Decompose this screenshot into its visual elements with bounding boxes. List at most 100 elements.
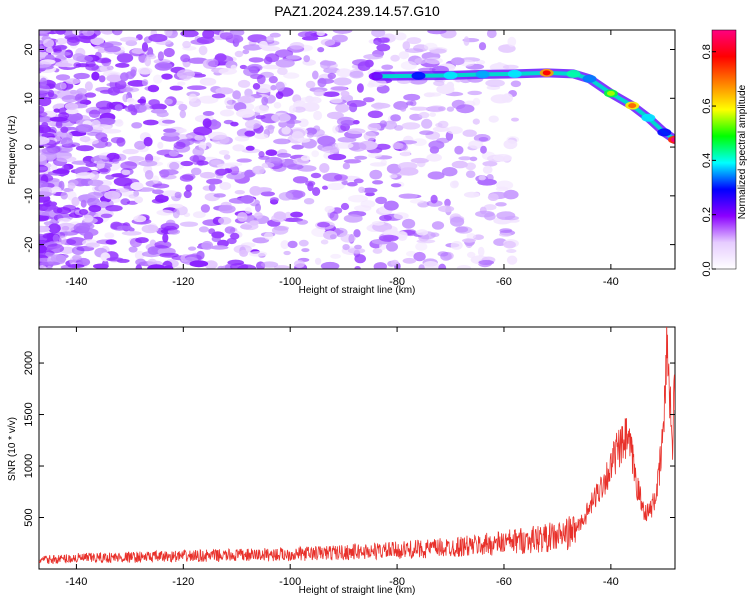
heatmap-speckle — [465, 170, 476, 178]
heatmap-speckle — [469, 156, 478, 162]
heatmap-speckle — [268, 75, 278, 84]
y-tick-label: 0 — [23, 144, 35, 150]
heatmap-speckle — [504, 215, 519, 221]
heatmap-speckle — [74, 93, 88, 103]
heatmap-speckle — [335, 103, 350, 113]
heatmap-speckle — [192, 147, 205, 156]
heatmap-speckle — [452, 180, 459, 188]
heatmap-speckle — [39, 124, 51, 134]
heatmap-speckle — [487, 193, 499, 201]
heatmap-speckle — [144, 170, 154, 180]
heatmap-speckle — [39, 96, 52, 107]
heatmap-speckle — [79, 136, 91, 143]
heatmap-speckle — [260, 191, 275, 197]
heatmap-speckle — [249, 186, 262, 196]
heatmap-speckle — [244, 119, 262, 129]
heatmap-speckle — [414, 57, 428, 65]
heatmap-speckle — [311, 150, 320, 158]
heatmap-speckle — [174, 191, 182, 199]
heatmap-speckle — [354, 155, 368, 160]
heatmap-speckle — [262, 64, 282, 70]
heatmap-speckle — [415, 242, 428, 251]
heatmap-speckle — [389, 174, 398, 179]
heatmap-speckle — [55, 74, 71, 81]
heatmap-speckle — [215, 87, 234, 95]
heatmap-speckle — [258, 151, 265, 158]
heatmap-speckle — [495, 61, 504, 70]
snr-x-axis-label: Height of straight line (km) — [299, 585, 416, 596]
heatmap-speckle — [164, 30, 173, 37]
heatmap-speckle — [163, 47, 175, 58]
chart-title: PAZ1.2024.239.14.57.G10 — [274, 3, 440, 19]
heatmap-speckle — [134, 196, 144, 204]
heatmap-speckle — [337, 136, 357, 143]
heatmap-speckle — [245, 145, 255, 151]
heatmap-speckle — [226, 237, 237, 245]
heatmap-speckle — [354, 266, 361, 269]
heatmap-speckle — [275, 81, 285, 92]
snr-y-axis-label: SNR (10 * v/v) — [7, 417, 18, 481]
heatmap-speckle — [64, 102, 79, 111]
heatmap-speckle — [507, 36, 517, 47]
heatmap-speckle — [153, 74, 163, 84]
heatmap-speckle — [210, 119, 218, 127]
heatmap-speckle — [285, 55, 301, 60]
heatmap-speckle — [425, 57, 443, 65]
heatmap-speckle — [354, 254, 367, 264]
heatmap-speckle — [288, 105, 297, 114]
heatmap-speckle — [297, 137, 311, 143]
heatmap-speckle — [128, 246, 138, 253]
y-tick-label: -20 — [23, 237, 35, 253]
heatmap-speckle — [467, 251, 476, 258]
heatmap-speckle — [267, 124, 275, 134]
heatmap-speckle — [428, 140, 445, 150]
heatmap-speckle — [410, 157, 430, 164]
heatmap-speckle — [398, 51, 410, 60]
heatmap-speckle — [127, 155, 145, 162]
heatmap-speckle — [462, 238, 476, 243]
heatmap-speckle — [101, 128, 122, 134]
heatmap-speckle — [67, 112, 83, 122]
heatmap-speckle — [458, 156, 472, 161]
heatmap-speckle — [105, 205, 123, 212]
heatmap-speckle — [148, 99, 160, 106]
heatmap-speckle — [400, 151, 411, 157]
heatmap-speckle — [200, 204, 210, 213]
heatmap-speckle — [116, 225, 133, 230]
heatmap-speckle — [340, 234, 356, 243]
heatmap-speckle — [290, 211, 303, 218]
heatmap-speckle — [327, 153, 347, 161]
heatmap-speckle — [143, 136, 153, 147]
heatmap-speckle — [402, 257, 417, 264]
ridge-peak — [628, 103, 637, 109]
heatmap-speckle — [229, 30, 245, 37]
heatmap-speckle — [402, 41, 411, 51]
heatmap-speckle — [301, 248, 310, 253]
heatmap-speckle — [454, 145, 464, 155]
heatmap-speckle — [157, 141, 164, 149]
heatmap-speckle — [154, 240, 172, 249]
heatmap-speckle — [164, 98, 173, 105]
heatmap-speckle — [115, 62, 130, 68]
heatmap-speckle — [71, 196, 80, 207]
heatmap-speckle — [352, 59, 370, 66]
heatmap-speckle — [254, 212, 263, 219]
heatmap-speckle — [232, 90, 242, 100]
heatmap-speckle — [416, 229, 428, 236]
heatmap-speckle — [252, 165, 265, 175]
ridge-blob — [566, 69, 581, 78]
heatmap-speckle — [456, 104, 475, 114]
heatmap-speckle — [406, 37, 422, 45]
heatmap-speckle — [340, 90, 350, 97]
y-tick-label: 1000 — [23, 454, 35, 478]
heatmap-speckle — [199, 77, 217, 86]
heatmap-speckle — [261, 96, 269, 106]
ridge-blob — [368, 72, 383, 81]
ridge-blob — [411, 71, 426, 80]
heatmap-speckle — [239, 95, 256, 104]
x-tick-label: -80 — [389, 276, 405, 288]
heatmap-speckle — [49, 201, 58, 207]
heatmap-speckle — [188, 93, 198, 102]
heatmap-speckle — [506, 249, 517, 253]
